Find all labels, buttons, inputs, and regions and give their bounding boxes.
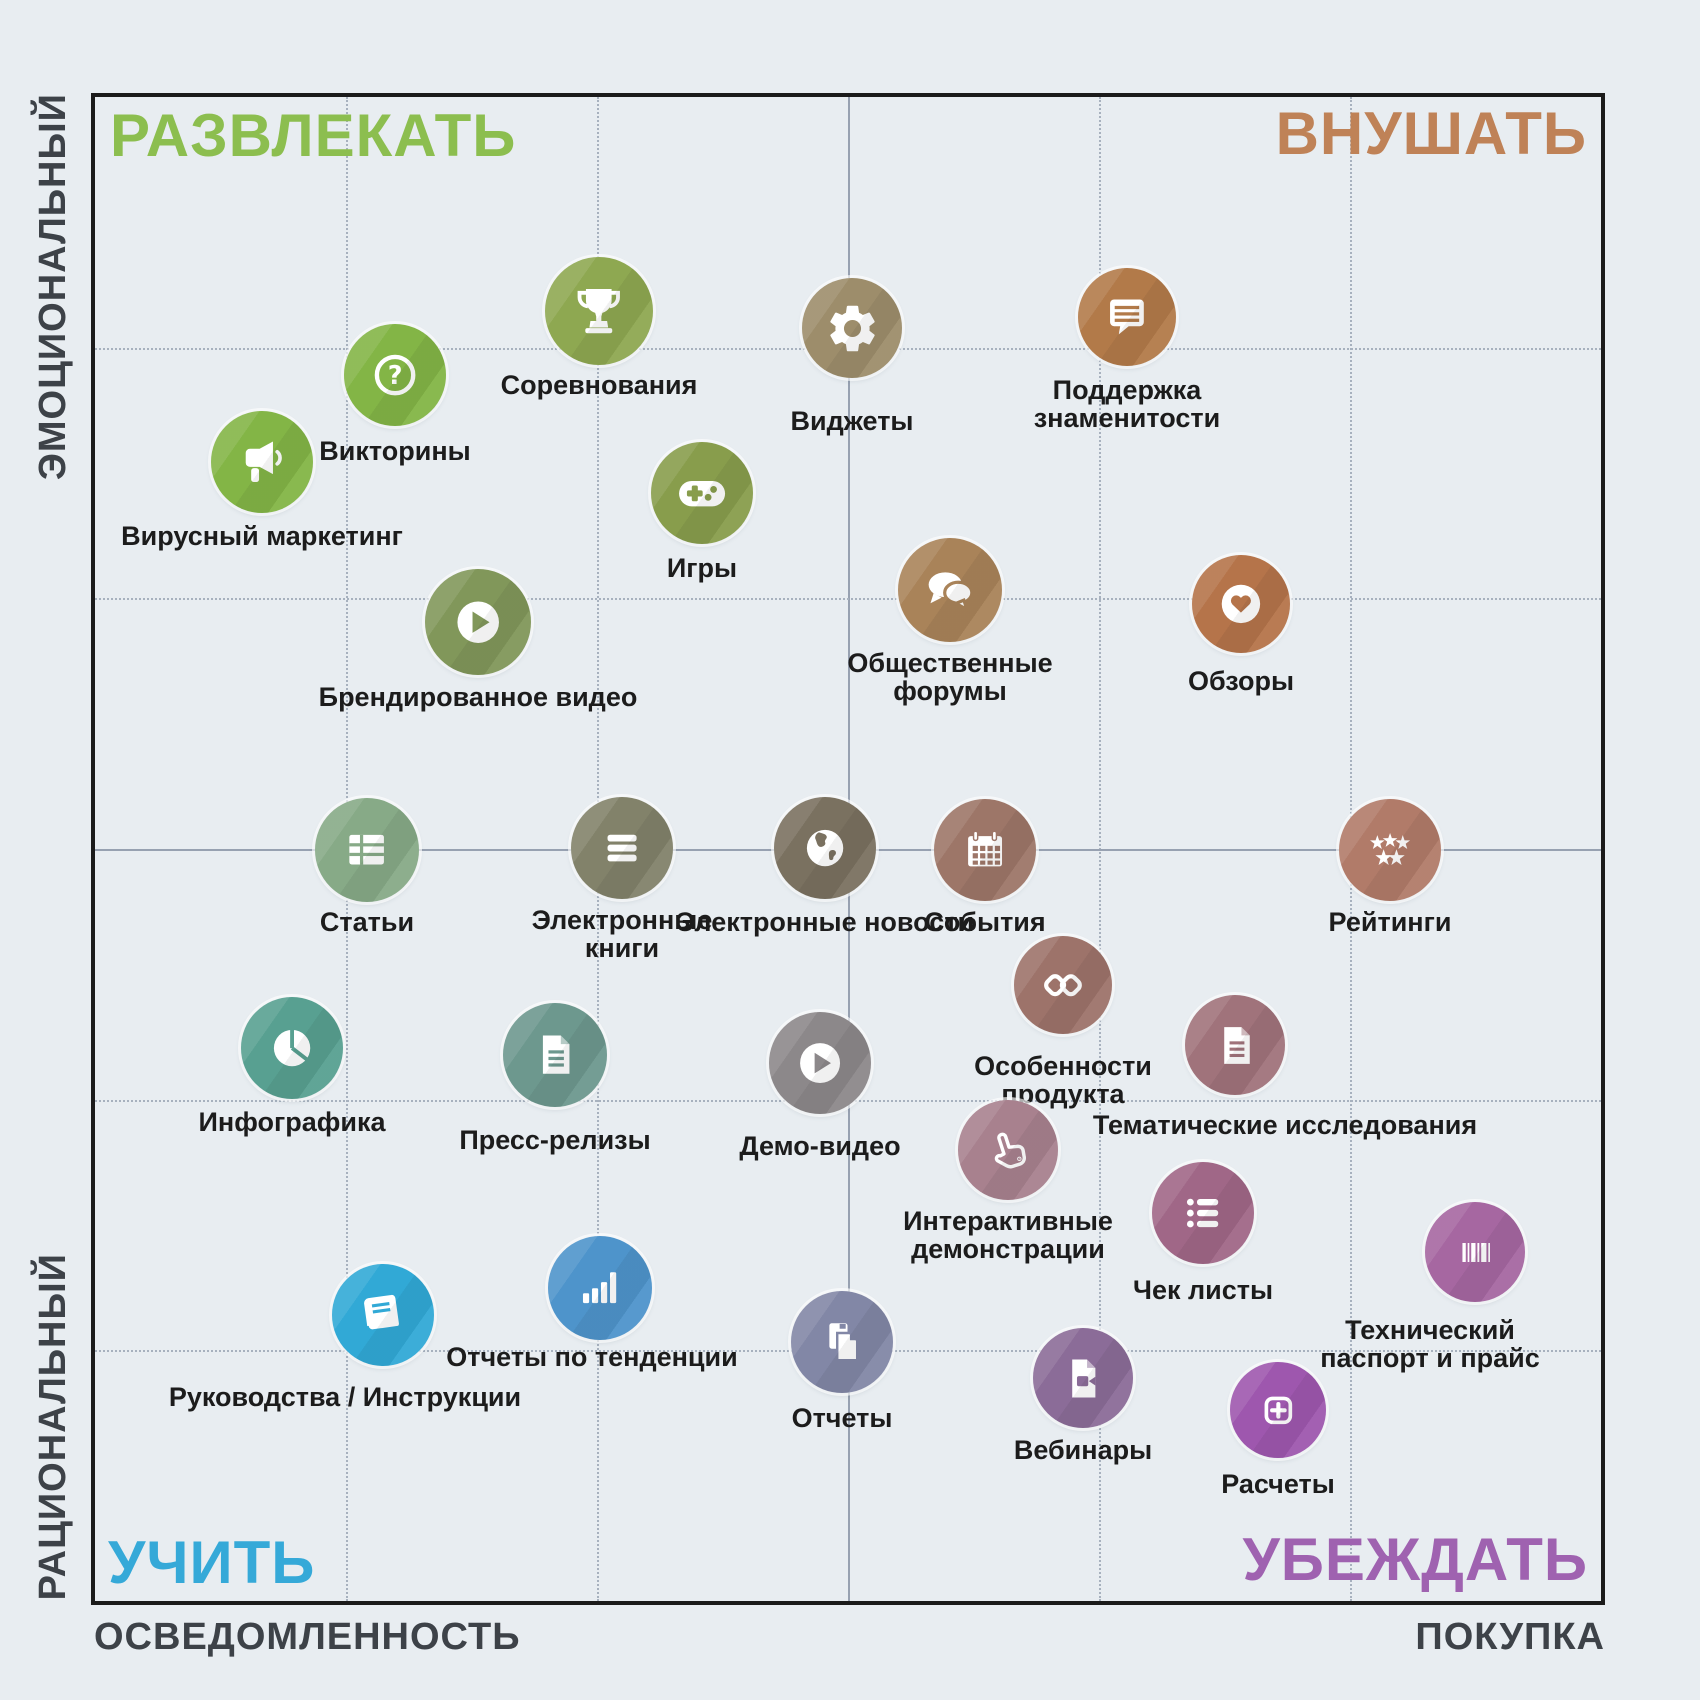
bullet-list-node xyxy=(1152,1162,1254,1264)
pages-node xyxy=(791,1291,893,1393)
chat-bubbles-node xyxy=(898,538,1002,642)
bar-chart-icon xyxy=(548,1236,652,1340)
speech-note-node xyxy=(1078,268,1176,366)
globe-node xyxy=(774,797,876,899)
quadrant-title-entertain: РАЗВЛЕКАТЬ xyxy=(110,102,517,169)
table-node xyxy=(315,798,419,902)
item-label: Вебинары xyxy=(1013,1435,1153,1465)
document-icon xyxy=(1185,995,1285,1095)
bullet-list-icon xyxy=(1152,1162,1254,1264)
item-label: Поддержка знаменитости xyxy=(1033,375,1221,433)
quadrant-title-convince: УБЕЖДАТЬ xyxy=(1242,1526,1588,1593)
speech-note-icon xyxy=(1078,268,1176,366)
item-label: Соревнования xyxy=(500,370,698,400)
item-label: Расчеты xyxy=(1221,1469,1335,1499)
heart-icon xyxy=(1192,555,1290,653)
question-icon: ? xyxy=(344,324,446,426)
link-node xyxy=(1014,936,1112,1034)
table-icon xyxy=(315,798,419,902)
document-icon xyxy=(503,1003,607,1107)
calendar-node xyxy=(934,799,1036,901)
stars-node xyxy=(1339,799,1441,901)
book-node xyxy=(332,1264,434,1366)
gear-node xyxy=(802,278,902,378)
list-bars-node xyxy=(571,797,673,899)
item-label: Отчеты xyxy=(791,1403,893,1433)
grid-line xyxy=(95,598,1601,601)
item-label: Тематические исследования xyxy=(1092,1110,1478,1140)
item-label: Руководства / Инструкции xyxy=(168,1382,522,1412)
item-label: Викторины xyxy=(319,436,471,466)
question-node: ? xyxy=(344,324,446,426)
quadrant-title-teach: УЧИТЬ xyxy=(108,1529,316,1596)
item-label: Пресс-релизы xyxy=(459,1125,651,1155)
gamepad-node xyxy=(651,442,753,544)
pie-chart-icon xyxy=(241,997,343,1099)
item-label: Общественные форумы xyxy=(847,648,1053,706)
item-label: Брендированное видео xyxy=(318,682,638,712)
megaphone-node xyxy=(211,411,313,513)
item-label: Отчеты по тенденции xyxy=(446,1342,738,1372)
video-doc-icon xyxy=(1033,1328,1133,1428)
axis-label-awareness: ОСВЕДОМЛЕННОСТЬ xyxy=(94,1616,521,1658)
item-label: Инфографика xyxy=(198,1107,386,1137)
link-icon xyxy=(1014,936,1112,1034)
document-node xyxy=(1185,995,1285,1095)
item-label: Электронные новости xyxy=(675,907,975,937)
axis-label-purchase: ПОКУПКА xyxy=(1415,1616,1605,1658)
hand-pointer-node xyxy=(958,1100,1058,1200)
video-doc-node xyxy=(1033,1328,1133,1428)
pages-icon xyxy=(791,1291,893,1393)
item-label: Обзоры xyxy=(1187,666,1295,696)
item-label: Виджеты xyxy=(790,406,914,436)
play-icon xyxy=(769,1012,871,1114)
item-label: Игры xyxy=(666,553,738,583)
bar-chart-node xyxy=(548,1236,652,1340)
pie-chart-node xyxy=(241,997,343,1099)
barcode-icon xyxy=(1425,1202,1525,1302)
heart-node xyxy=(1192,555,1290,653)
barcode-node xyxy=(1425,1202,1525,1302)
item-label: Рейтинги xyxy=(1328,907,1452,937)
play-node xyxy=(425,569,531,675)
hand-pointer-icon xyxy=(958,1100,1058,1200)
item-label: Особенности продукта xyxy=(974,1051,1152,1109)
trophy-icon xyxy=(545,257,653,365)
item-label: События xyxy=(924,907,1046,937)
item-label: Демо-видео xyxy=(739,1131,901,1161)
gear-icon xyxy=(802,278,902,378)
quadrant-title-inspire: ВНУШАТЬ xyxy=(1275,100,1587,167)
item-label: Статьи xyxy=(319,907,415,937)
book-icon xyxy=(332,1264,434,1366)
item-label: Вирусный маркетинг xyxy=(121,521,403,551)
item-label: Интерактивные демонстрации xyxy=(903,1206,1113,1264)
item-label: Технический паспорт и прайс xyxy=(1320,1315,1540,1373)
play-node xyxy=(769,1012,871,1114)
plus-square-icon xyxy=(1230,1362,1326,1458)
stars-icon xyxy=(1339,799,1441,901)
document-node xyxy=(503,1003,607,1107)
megaphone-icon xyxy=(211,411,313,513)
calendar-icon xyxy=(934,799,1036,901)
chat-bubbles-icon xyxy=(898,538,1002,642)
item-label: Чек листы xyxy=(1132,1275,1274,1305)
gamepad-icon xyxy=(651,442,753,544)
globe-icon xyxy=(774,797,876,899)
play-icon xyxy=(425,569,531,675)
plus-square-node xyxy=(1230,1362,1326,1458)
svg-text:?: ? xyxy=(388,360,403,390)
list-bars-icon xyxy=(571,797,673,899)
trophy-node xyxy=(545,257,653,365)
item-label: Электронные книги xyxy=(531,905,713,963)
